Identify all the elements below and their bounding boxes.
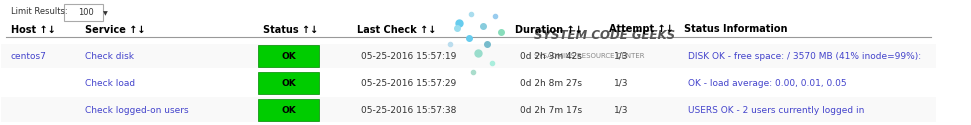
Text: Limit Results:: Limit Results: [11, 7, 67, 16]
FancyBboxPatch shape [258, 99, 319, 121]
Text: 1/3: 1/3 [614, 79, 628, 88]
Text: OK - load average: 0.00, 0.01, 0.05: OK - load average: 0.00, 0.01, 0.05 [688, 79, 847, 88]
Text: Check disk: Check disk [85, 52, 135, 61]
Text: 0d 2h 7m 17s: 0d 2h 7m 17s [520, 106, 583, 115]
FancyBboxPatch shape [1, 44, 936, 68]
Text: Check load: Check load [85, 79, 136, 88]
Text: Service ↑↓: Service ↑↓ [85, 24, 146, 34]
Text: OK: OK [282, 79, 296, 88]
Text: Status Information: Status Information [684, 24, 787, 34]
Text: 0d 2h 8m 27s: 0d 2h 8m 27s [520, 79, 582, 88]
Text: 05-25-2016 15:57:29: 05-25-2016 15:57:29 [361, 79, 456, 88]
Text: ▼: ▼ [103, 11, 108, 16]
Text: 1/3: 1/3 [614, 52, 628, 61]
Text: OK: OK [282, 106, 296, 115]
Text: 05-25-2016 15:57:38: 05-25-2016 15:57:38 [361, 106, 456, 115]
Text: 1/3: 1/3 [614, 106, 628, 115]
Text: DISK OK - free space: / 3570 MB (41% inode=99%):: DISK OK - free space: / 3570 MB (41% ino… [688, 52, 921, 61]
Text: 05-25-2016 15:57:19: 05-25-2016 15:57:19 [361, 52, 456, 61]
Text: Check logged-on users: Check logged-on users [85, 106, 189, 115]
FancyBboxPatch shape [258, 45, 319, 67]
Text: Status ↑↓: Status ↑↓ [263, 24, 318, 34]
Text: Duration ↑↓: Duration ↑↓ [516, 24, 584, 34]
Text: USERS OK - 2 users currently logged in: USERS OK - 2 users currently logged in [688, 106, 864, 115]
Text: SYSTEM CODE GEEKS: SYSTEM CODE GEEKS [534, 29, 675, 42]
FancyBboxPatch shape [64, 4, 103, 21]
Text: 100: 100 [78, 8, 94, 17]
FancyBboxPatch shape [258, 72, 319, 94]
Text: Last Check ↑↓: Last Check ↑↓ [356, 24, 436, 34]
Text: centos7: centos7 [11, 52, 47, 61]
Text: Host ↑↓: Host ↑↓ [11, 24, 55, 34]
Text: Attempt ↑↓: Attempt ↑↓ [609, 24, 674, 34]
FancyBboxPatch shape [1, 97, 936, 122]
Text: OK: OK [282, 52, 296, 61]
Text: 0d 2h 3m 42s: 0d 2h 3m 42s [520, 52, 582, 61]
Text: SYSADMINS RESOURCE CENTER: SYSADMINS RESOURCE CENTER [534, 53, 645, 59]
FancyBboxPatch shape [1, 70, 936, 95]
